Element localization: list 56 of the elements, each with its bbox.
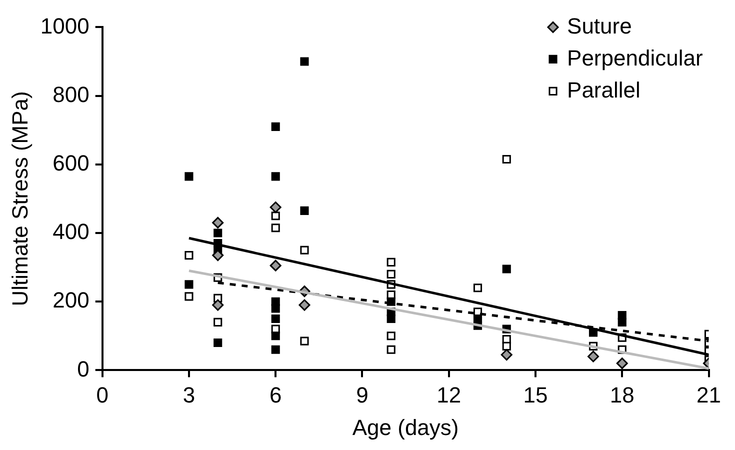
point [300,246,309,254]
point [214,318,222,326]
point [271,172,280,181]
x-tick-label: 15 [523,382,548,408]
point [386,258,396,266]
point [500,349,512,361]
point [214,228,222,238]
y-tick-label: 200 [52,288,90,313]
point [214,338,222,348]
legend-label: Parallel [567,77,640,102]
point [300,57,309,66]
point [184,172,194,181]
point [300,206,309,215]
point [271,122,280,131]
point [212,216,224,228]
x-tick-label: 21 [696,382,722,408]
point [386,270,396,278]
point [271,332,280,340]
point [271,314,280,324]
point [386,314,396,324]
y-tick-label: 400 [52,219,90,244]
point [184,251,194,260]
point [298,299,310,311]
y-tick-label: 600 [52,150,90,176]
point [271,304,280,313]
point [386,332,396,340]
x-tick-label: 9 [356,382,368,408]
point [502,154,511,164]
point [212,299,224,311]
legend-label: Suture [567,13,632,38]
point [270,202,282,214]
point [270,260,282,272]
x-tick-label: 18 [610,382,634,408]
point [588,350,600,362]
y-tick-label: 1000 [40,13,90,38]
point [184,280,194,289]
legend-label: Perpendicular [567,45,703,70]
point [502,264,511,274]
point [386,345,396,354]
x-tick-label: 3 [182,382,196,408]
x-tick-label: 0 [96,382,108,408]
x-tick-label: 12 [436,382,462,408]
point [271,345,280,354]
x-tick-label: 6 [269,382,282,408]
y-tick-label: 0 [77,356,90,382]
point [271,212,280,220]
point [502,342,511,350]
point [473,284,482,292]
point [300,336,309,346]
point [618,318,626,326]
point [184,292,194,301]
point [616,358,628,370]
y-tick-label: 800 [52,82,90,107]
point [271,224,280,232]
x-axis-title: Age (days) [352,414,459,440]
y-axis-title: Ultimate Stress (MPa) [7,91,32,306]
